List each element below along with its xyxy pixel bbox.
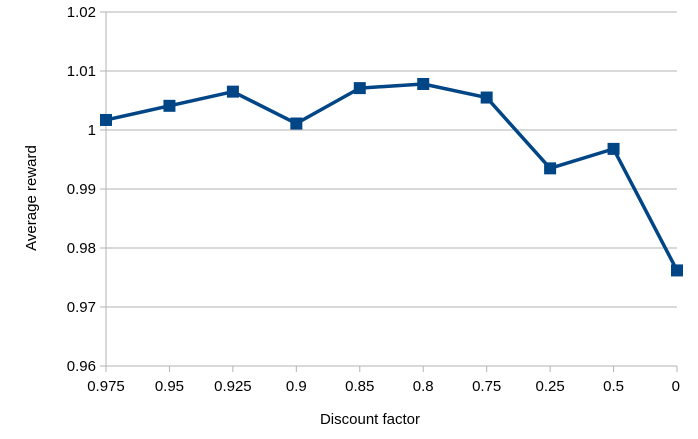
x-tick-label: 0.9 — [286, 378, 307, 395]
y-tick-label: 0.97 — [67, 299, 96, 316]
data-point-marker — [163, 99, 176, 112]
data-point-marker — [353, 82, 366, 95]
x-tick-label: 0.8 — [413, 378, 434, 395]
y-tick-label: 0.98 — [67, 240, 96, 257]
data-point-marker — [480, 91, 493, 104]
y-tick-labels: 0.96 0.97 0.98 0.99 1 1.01 1.02 — [67, 4, 96, 375]
y-tick-label: 0.99 — [67, 181, 96, 198]
grid-lines — [106, 11, 677, 367]
y-tick-label: 1 — [88, 122, 96, 139]
y-tick-label: 0.96 — [67, 358, 96, 375]
y-tick-label: 1.02 — [67, 4, 96, 21]
x-tick-label: 0.85 — [345, 378, 374, 395]
data-point-marker — [417, 77, 430, 90]
data-point-marker — [671, 264, 683, 277]
axes — [100, 11, 678, 372]
data-point-marker — [226, 85, 239, 98]
x-tick-label: 0.975 — [87, 378, 125, 395]
x-tick-label: 0 — [672, 378, 680, 395]
x-axis-title: Discount factor — [320, 411, 420, 428]
data-point-marker — [607, 142, 620, 155]
data-point-marker — [100, 113, 112, 126]
x-tick-labels: 0.975 0.95 0.925 0.9 0.85 0.8 0.75 0.25 0.5 0 — [87, 378, 680, 395]
x-tick-label: 0.925 — [214, 378, 252, 395]
series — [100, 77, 683, 277]
data-point-marker — [544, 162, 557, 175]
series-line — [105, 82, 679, 272]
x-tick-label: 0.5 — [603, 378, 624, 395]
y-axis-title: Average reward — [23, 145, 40, 251]
x-tick-label: 0.25 — [536, 378, 565, 395]
x-tick-label: 0.75 — [472, 378, 501, 395]
x-tick-label: 0.95 — [155, 378, 184, 395]
y-tick-label: 1.01 — [67, 63, 96, 80]
data-point-marker — [290, 117, 303, 130]
